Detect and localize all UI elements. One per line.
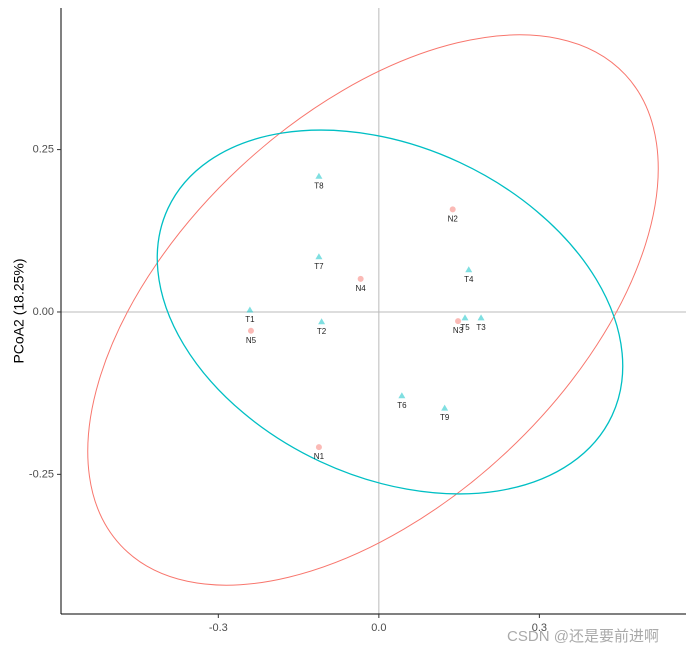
point-label: T3	[476, 323, 486, 332]
point	[357, 275, 364, 282]
point	[398, 392, 406, 399]
point-label: N1	[314, 452, 325, 461]
point-label: T6	[397, 401, 407, 410]
point-label: T5	[460, 323, 470, 332]
point-label: N4	[356, 284, 367, 293]
point	[246, 306, 254, 313]
y-tick-label: -0.25	[29, 468, 54, 480]
point-label: N2	[448, 214, 459, 223]
x-tick-label: 0.0	[371, 622, 386, 634]
point-label: T1	[245, 315, 255, 324]
x-tick-label: -0.3	[209, 622, 228, 634]
x-tick-label: 0.3	[532, 622, 547, 634]
y-tick-label: 0.00	[33, 306, 54, 318]
watermark: CSDN @还是要前进啊	[507, 628, 659, 645]
point-label: T7	[314, 262, 324, 271]
y-axis-label: PCoA2 (18.25%)	[11, 258, 27, 363]
point	[455, 318, 462, 325]
point-label: N5	[246, 336, 257, 345]
point-label: T9	[440, 413, 450, 422]
point-label: T2	[317, 327, 327, 336]
point	[318, 318, 326, 325]
point	[477, 314, 485, 321]
point-label: T4	[464, 275, 474, 284]
point	[449, 206, 456, 213]
point	[315, 172, 323, 179]
point	[315, 253, 323, 260]
point-label: N3	[453, 326, 464, 335]
point	[247, 327, 254, 334]
point	[461, 314, 469, 321]
point	[441, 404, 449, 411]
y-tick-label: 0.25	[33, 144, 54, 156]
confidence-ellipse	[156, 129, 624, 495]
point	[465, 266, 473, 273]
point	[315, 444, 322, 451]
point-label: T8	[314, 181, 324, 190]
